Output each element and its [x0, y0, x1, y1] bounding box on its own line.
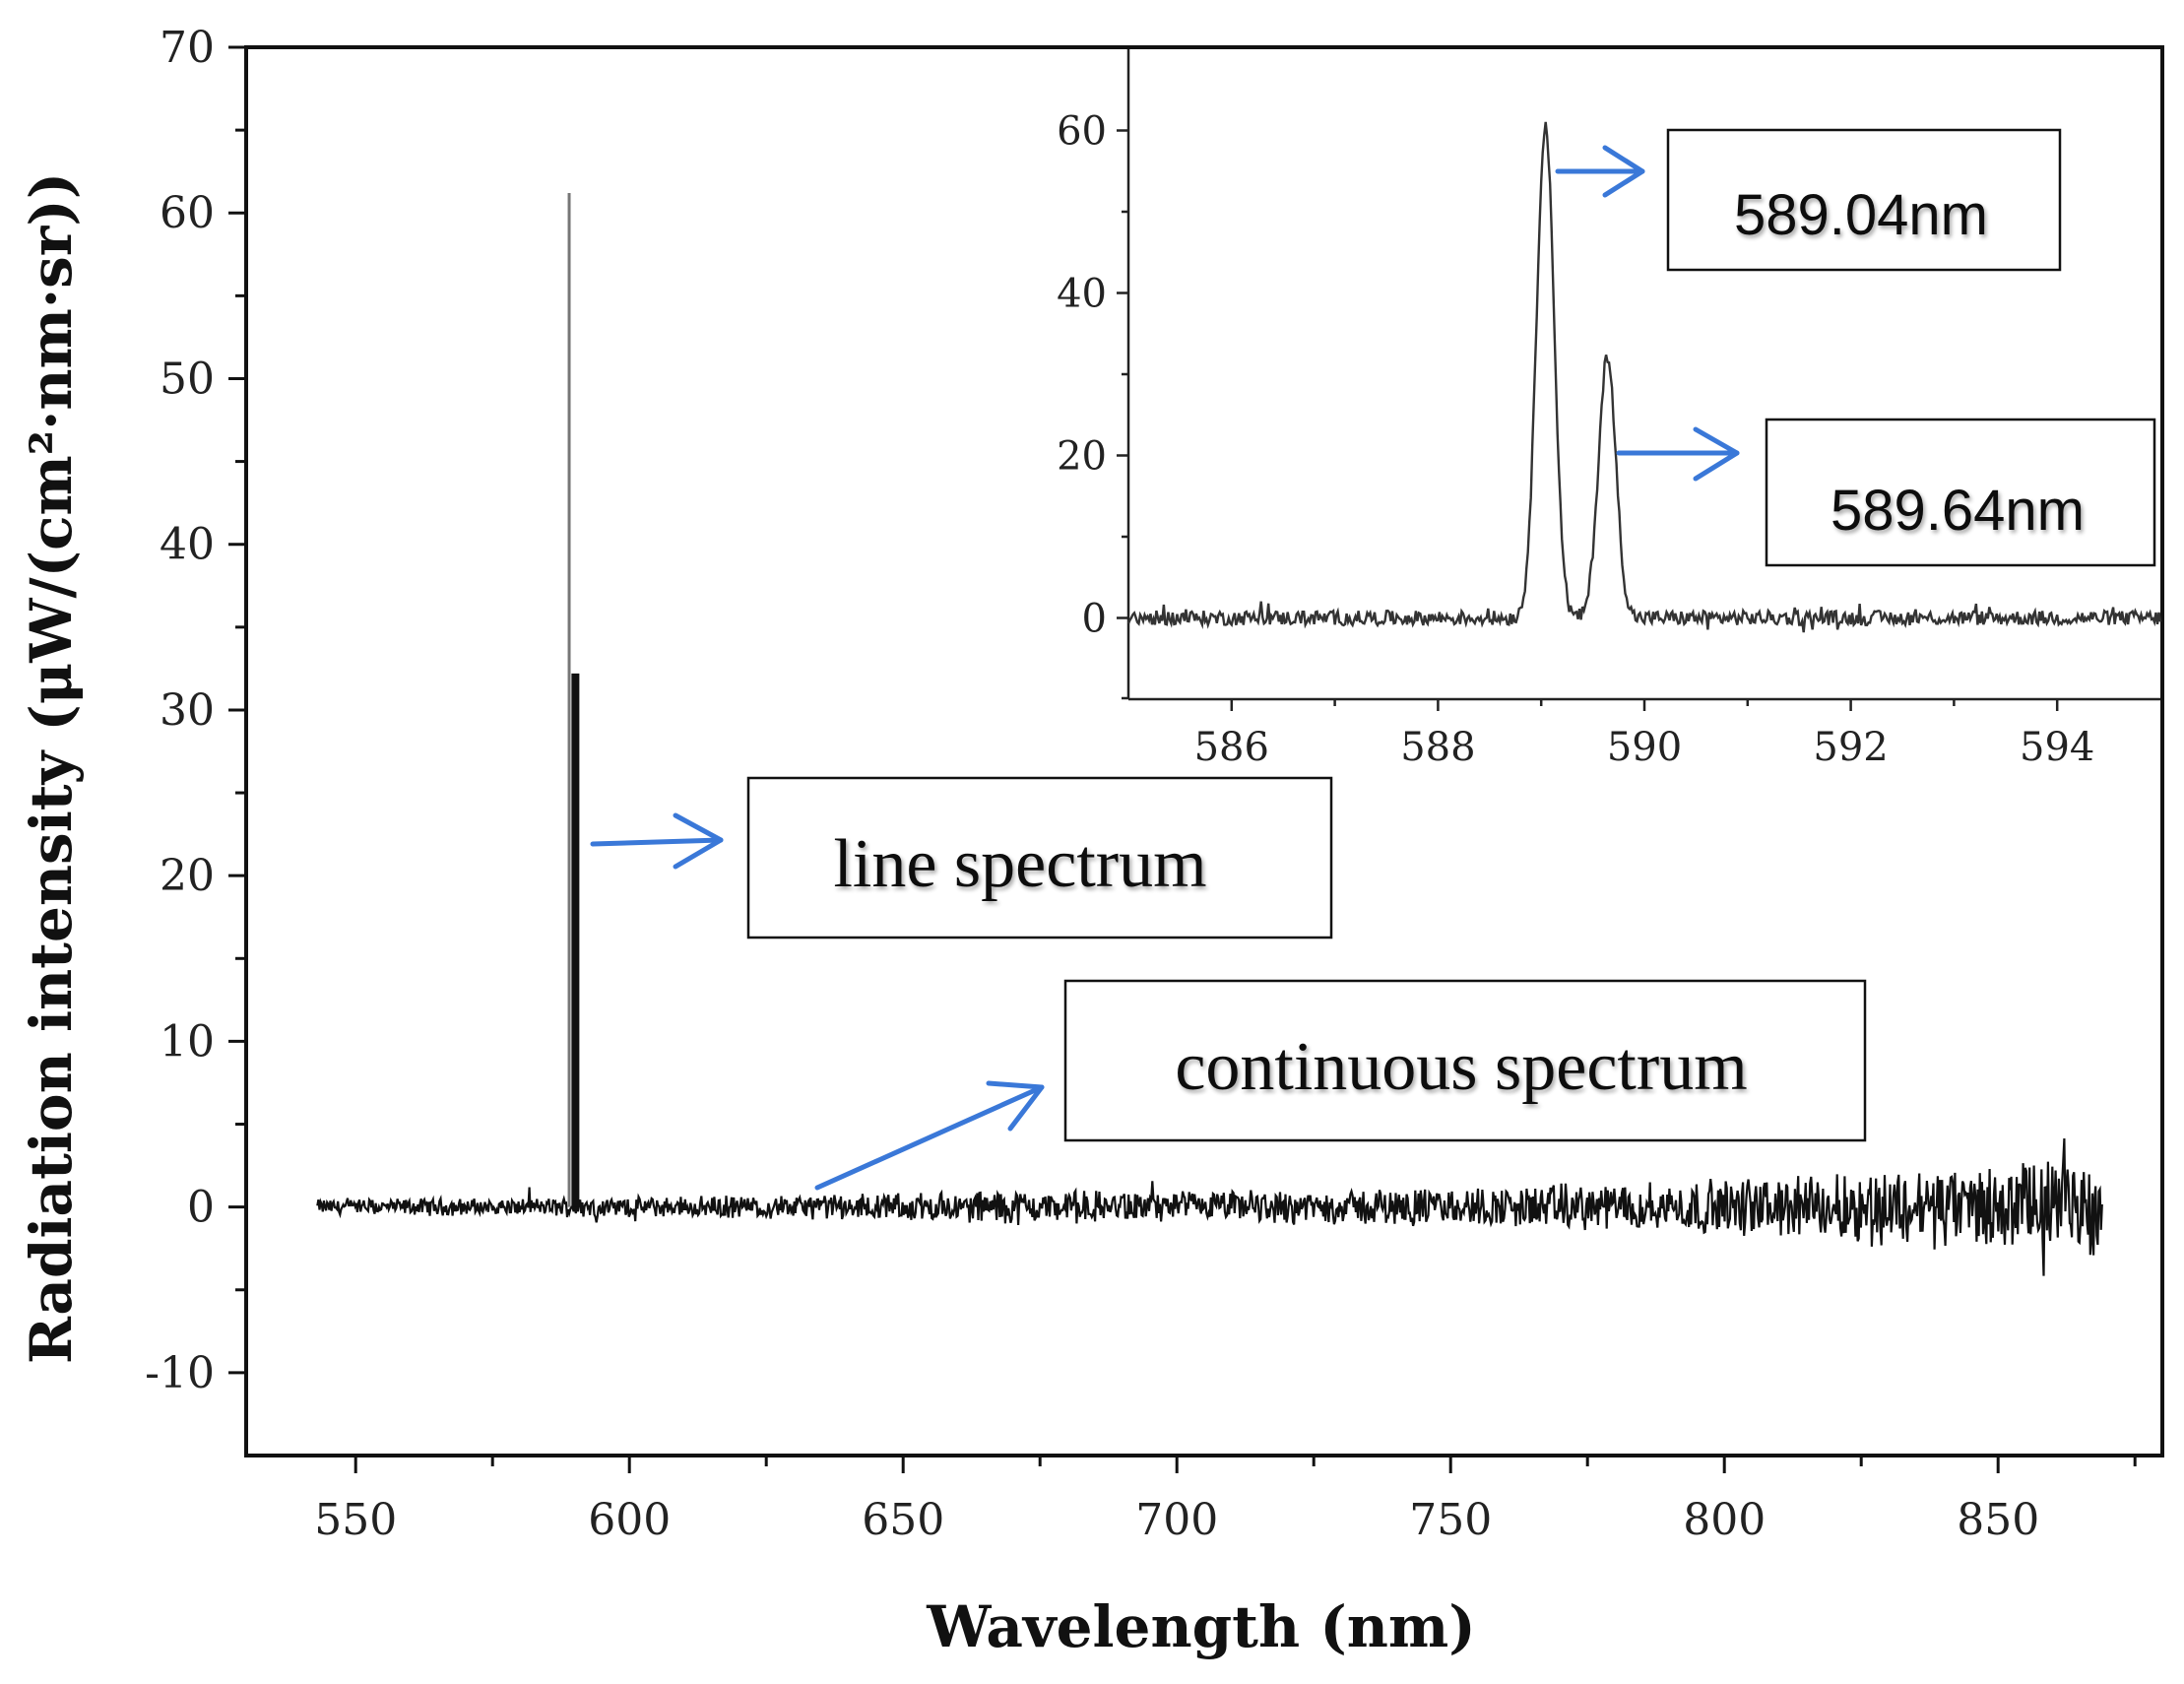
- inset-y-tick-label: 40: [1057, 272, 1107, 317]
- inset-x-tick-label: 594: [2020, 725, 2094, 770]
- y-tick-label: 50: [160, 354, 215, 404]
- main-axis-ticks: [228, 45, 2137, 1473]
- inset-x-tick-labels: 586 588 590 592 594: [1194, 725, 2095, 770]
- y-tick-label: 10: [160, 1016, 215, 1067]
- arrow-to-line-spectrum: [590, 812, 724, 870]
- arrow-to-peak-589-64: [1616, 426, 1740, 482]
- peak-589-04-label: 589.04nm: [1734, 183, 1988, 247]
- arrow-to-continuous-spectrum: [814, 1080, 1045, 1191]
- inset-y-tick-label: 0: [1082, 597, 1107, 642]
- y-tick-label: 20: [160, 851, 215, 901]
- inset-axis-ticks: [1117, 129, 2059, 711]
- x-tick-label: 600: [588, 1495, 671, 1545]
- x-tick-label: 850: [1957, 1495, 2039, 1545]
- y-tick-label: 40: [160, 520, 215, 570]
- x-tick-label: 750: [1409, 1495, 1492, 1545]
- main-y-tick-labels: -10 0 10 20 30 40 50 60 70: [145, 23, 215, 1398]
- x-tick-label: 800: [1683, 1495, 1766, 1545]
- inset-y-tick-labels: 0 20 40 60: [1057, 109, 1107, 642]
- x-axis-title: Wavelength (nm): [926, 1593, 1476, 1660]
- x-tick-label: 650: [862, 1495, 944, 1545]
- continuous-spectrum-label: continuous spectrum: [1175, 1029, 1747, 1105]
- continuous-spectrum-box: [1063, 979, 1867, 1142]
- inset-x-tick-label: 592: [1813, 725, 1888, 770]
- arrow-to-peak-589-04: [1555, 145, 1645, 198]
- line-spectrum-label: line spectrum: [833, 826, 1206, 902]
- main-plot-frame: [244, 45, 2164, 1457]
- inset-y-tick-label: 60: [1057, 109, 1107, 155]
- peak-589-64-box: [1765, 418, 2156, 567]
- peak-589-64-label: 589.64nm: [1831, 479, 2085, 543]
- y-tick-label: 0: [187, 1183, 215, 1233]
- inset-x-tick-label: 588: [1400, 725, 1475, 770]
- inset-spectrum-line: [1126, 121, 2162, 633]
- y-tick-label: 30: [160, 685, 215, 736]
- inset-x-tick-label: 586: [1194, 725, 1269, 770]
- continuous-spectrum-line: [316, 1137, 2103, 1276]
- y-axis-title: Radiation intensity (μW/(cm²·nm·sr)): [18, 172, 85, 1364]
- peak-589-04-box: [1666, 128, 2062, 272]
- main-x-tick-labels: 550 600 650 700 750 800 850: [314, 1495, 2039, 1545]
- inset-y-tick-label: 20: [1057, 434, 1107, 480]
- y-tick-label: 60: [160, 188, 215, 238]
- line-spectrum-box: [746, 776, 1333, 939]
- y-tick-label: -10: [145, 1348, 215, 1398]
- inset-x-tick-label: 590: [1607, 725, 1682, 770]
- x-tick-label: 700: [1135, 1495, 1218, 1545]
- y-tick-label: 70: [160, 23, 215, 73]
- x-tick-label: 550: [314, 1495, 397, 1545]
